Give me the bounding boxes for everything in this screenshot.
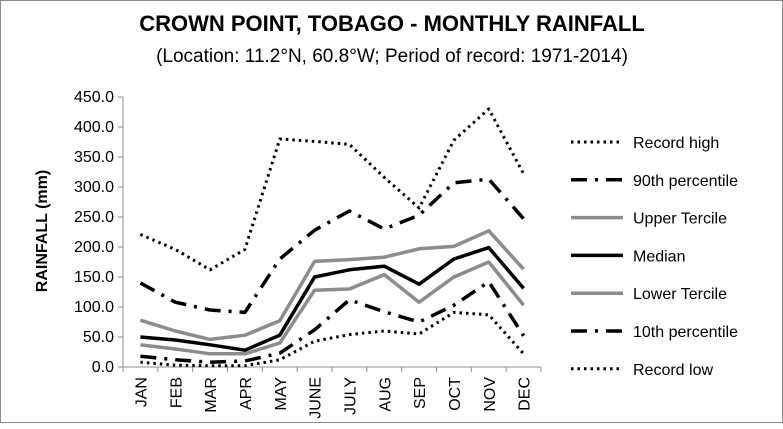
x-tick-label: APR	[238, 377, 255, 410]
legend-label-record-high: Record high	[633, 135, 719, 152]
series-line-median	[140, 245, 525, 352]
x-tick-label: JUNE	[308, 377, 325, 419]
y-tick-label: 400.0	[74, 119, 114, 136]
y-axis-label: RAINFALL (mm)	[34, 170, 51, 292]
legend-label-10th-percentile: 10th percentile	[633, 324, 738, 341]
x-tick-label: OCT	[447, 377, 464, 411]
chart-subtitle: (Location: 11.2°N, 60.8°W; Period of rec…	[156, 46, 628, 67]
x-tick-label: DEC	[517, 377, 534, 411]
series-line-record-low	[140, 310, 525, 368]
legend-label-upper-tercile: Upper Tercile	[633, 211, 727, 228]
series-lines	[139, 107, 526, 368]
series-line-upper-tercile	[139, 229, 525, 342]
y-tick-label: 250.0	[74, 209, 114, 226]
x-tick-label: AUG	[377, 377, 394, 412]
series-line-lower-tercile	[140, 260, 525, 356]
y-tick-label: 350.0	[74, 149, 114, 166]
legend-label-90th-percentile: 90th percentile	[633, 173, 738, 190]
y-tick-label: 100.0	[74, 299, 114, 316]
y-tick-label: 0.0	[92, 359, 114, 376]
x-tick-label: SEP	[412, 377, 429, 409]
series-line-record-high	[139, 107, 525, 272]
legend-label-record-low: Record low	[633, 362, 713, 379]
legend-label-median: Median	[633, 248, 685, 265]
series-line-90th-percentile	[139, 177, 525, 315]
y-tick-label: 300.0	[74, 179, 114, 196]
axes: 0.0 50.0 100.0 150.0 200.0 250.0 300.0 350.0 400…	[74, 89, 542, 419]
legend-label-lower-tercile: Lower Tercile	[633, 286, 727, 303]
x-tick-label: MAR	[203, 377, 220, 413]
chart-title: CROWN POINT, TOBAGO - MONTHLY RAINFALL	[139, 11, 645, 36]
x-tick-label: MAY	[273, 377, 290, 411]
x-tick-label: JULY	[342, 377, 359, 415]
y-tick-label: 150.0	[74, 269, 114, 286]
y-tick-label: 50.0	[83, 329, 114, 346]
x-tick-label: JAN	[133, 377, 150, 407]
x-tick-label: NOV	[482, 377, 499, 412]
y-tick-label: 200.0	[74, 239, 114, 256]
legend: Record high 90th percentile Upper Tercile M…	[571, 135, 738, 379]
x-tick-label: FEB	[168, 377, 185, 408]
series-line-10th-percentile	[140, 280, 526, 364]
y-tick-label: 450.0	[74, 89, 114, 106]
